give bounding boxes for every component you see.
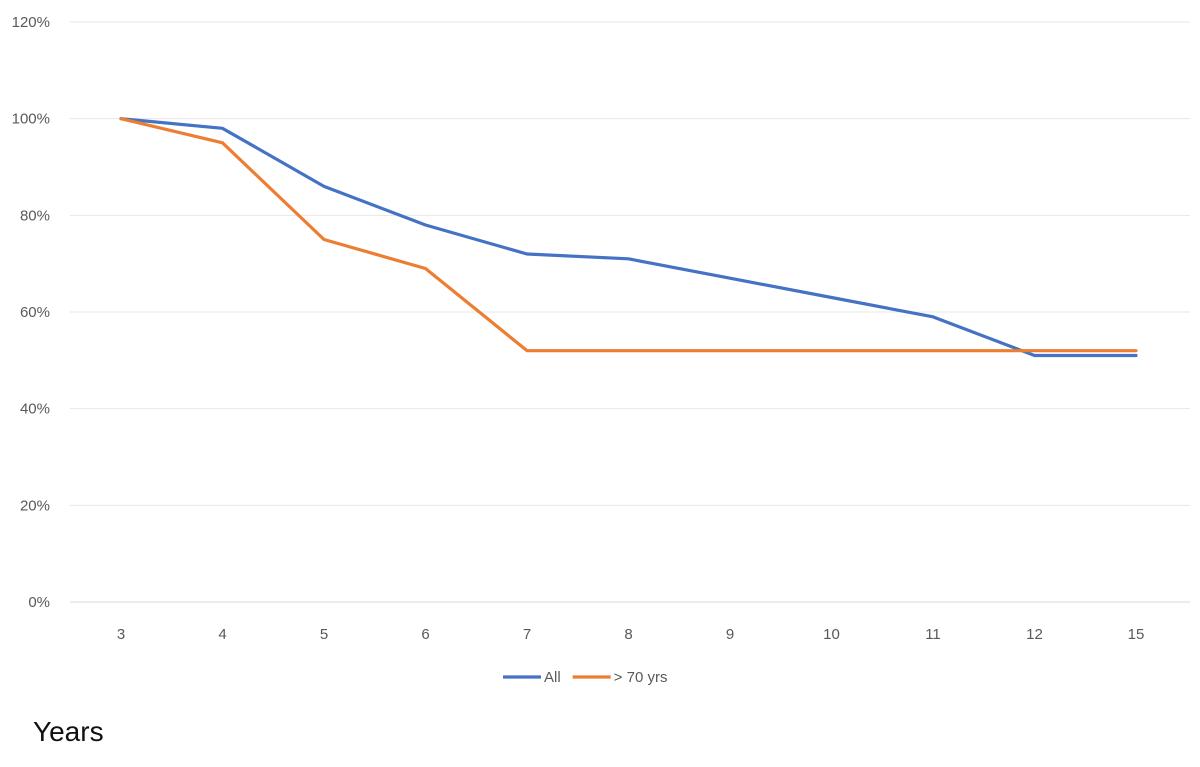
x-axis-title: Years: [33, 716, 104, 747]
x-tick-label: 6: [421, 626, 429, 643]
y-tick-label: 100%: [12, 111, 50, 128]
y-tick-label: 20%: [20, 497, 50, 514]
series-line-all: [119, 117, 1138, 358]
y-tick-label: 80%: [20, 207, 50, 224]
y-tick-label: 40%: [20, 401, 50, 418]
y-tick-label: 60%: [20, 304, 50, 321]
gridlines: [70, 21, 1190, 603]
x-tick-label: 10: [823, 626, 840, 643]
x-tick-label: 5: [320, 626, 328, 643]
legend-label: > 70 yrs: [614, 669, 668, 686]
x-tick-label: 12: [1026, 626, 1043, 643]
x-tick-label: 15: [1128, 626, 1145, 643]
series-lines: [119, 117, 1138, 358]
x-axis-ticks: 3 4 5 6 7 8 9 10 11 12 15: [117, 626, 1145, 643]
x-tick-label: 11: [925, 626, 941, 643]
x-tick-label: 3: [117, 626, 125, 643]
y-axis-ticks: 0% 20% 40% 60% 80% 100% 120%: [12, 14, 50, 611]
legend-label: All: [544, 669, 561, 686]
legend: All > 70 yrs: [503, 669, 667, 686]
x-tick-label: 4: [218, 626, 226, 643]
x-tick-label: 7: [523, 626, 531, 643]
y-tick-label: 0%: [28, 594, 50, 611]
x-tick-label: 9: [726, 626, 734, 643]
series-line-over-70: [119, 117, 1138, 353]
x-tick-label: 8: [624, 626, 632, 643]
y-tick-label: 120%: [12, 14, 50, 31]
